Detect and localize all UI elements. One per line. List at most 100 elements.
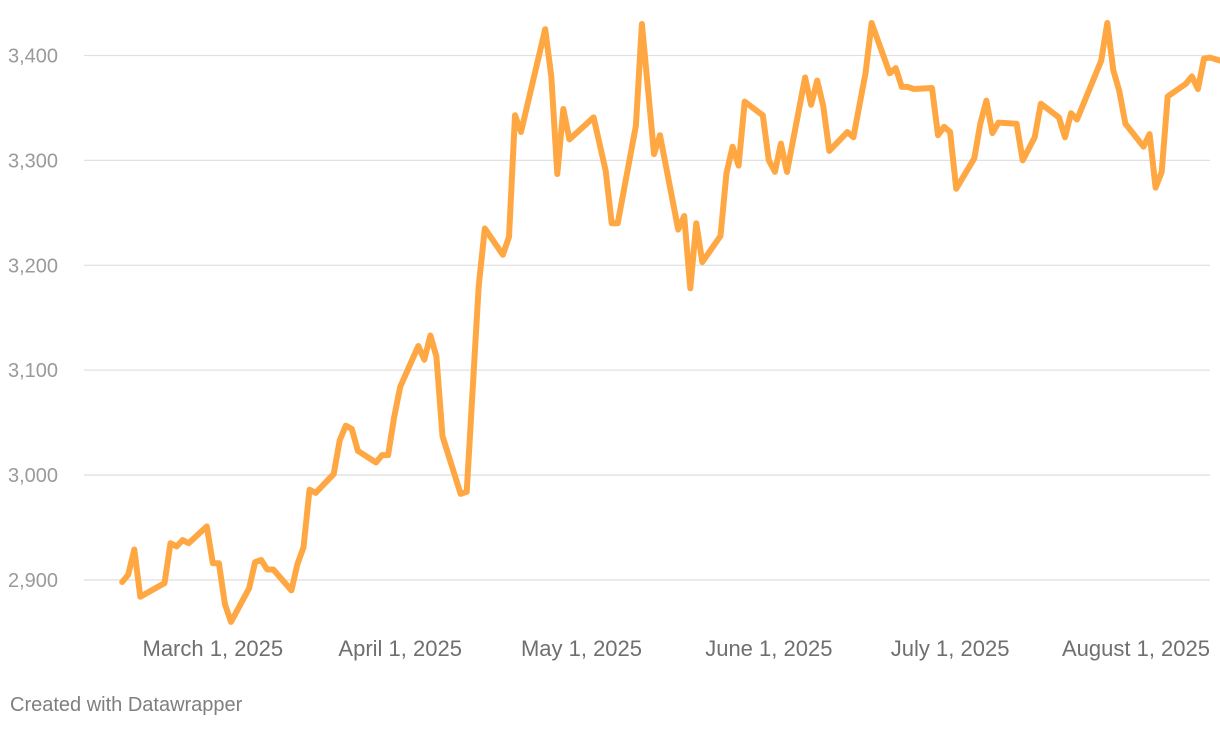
x-tick-label: May 1, 2025 xyxy=(521,636,642,661)
data-point xyxy=(313,490,319,496)
data-point xyxy=(681,213,687,219)
data-point xyxy=(433,354,439,360)
y-tick-label: 3,200 xyxy=(8,255,58,277)
data-point xyxy=(989,130,995,136)
data-point xyxy=(270,566,276,572)
data-point xyxy=(228,619,234,625)
data-point xyxy=(337,437,343,443)
x-axis-ticks: March 1, 2025 April 1, 2025 May 1, 2025 Jun… xyxy=(143,636,1210,661)
data-point xyxy=(246,585,252,591)
data-point xyxy=(343,423,349,429)
y-tick-label: 2,900 xyxy=(8,570,58,592)
data-point xyxy=(174,543,180,549)
line-chart: 2,900 3,000 3,100 3,200 3,300 3,400 March 1, … xyxy=(8,20,1220,661)
x-tick-label: August 1, 2025 xyxy=(1062,636,1210,661)
data-point xyxy=(760,112,766,118)
data-point xyxy=(1189,73,1195,79)
data-point xyxy=(905,84,911,90)
data-point xyxy=(1159,169,1165,175)
data-point xyxy=(947,129,953,135)
data-point xyxy=(373,459,379,465)
gridlines xyxy=(84,54,1210,581)
data-point xyxy=(204,523,210,529)
data-point xyxy=(953,186,959,192)
data-point xyxy=(379,452,385,458)
data-point xyxy=(887,70,893,76)
data-point xyxy=(518,129,524,135)
data-point xyxy=(802,74,808,80)
data-point xyxy=(294,561,300,567)
data-point xyxy=(844,129,850,135)
data-point xyxy=(137,594,143,600)
data-point xyxy=(1110,67,1116,73)
data-point xyxy=(161,580,167,586)
data-point xyxy=(216,560,222,566)
data-point xyxy=(977,121,983,127)
x-tick-label: July 1, 2025 xyxy=(891,636,1010,661)
data-point xyxy=(693,220,699,226)
y-axis-ticks: 2,900 3,000 3,100 3,200 3,300 3,400 xyxy=(8,45,58,591)
data-point xyxy=(995,120,1001,126)
data-point xyxy=(1183,81,1189,87)
data-point xyxy=(180,537,186,543)
data-point xyxy=(548,73,554,79)
series-layer xyxy=(119,20,1220,625)
x-tick-label: April 1, 2025 xyxy=(338,636,462,661)
series-line xyxy=(119,20,1220,625)
data-point xyxy=(331,471,337,477)
data-point xyxy=(506,234,512,240)
data-point xyxy=(1098,58,1104,64)
data-point xyxy=(730,144,736,150)
data-point xyxy=(850,134,856,140)
data-point xyxy=(1195,86,1201,92)
data-point xyxy=(415,343,421,349)
data-point xyxy=(427,333,433,339)
data-point xyxy=(899,84,905,90)
data-point xyxy=(512,112,518,118)
data-point xyxy=(222,601,228,607)
data-point xyxy=(687,285,693,291)
data-point xyxy=(645,86,651,92)
data-point xyxy=(766,157,772,163)
y-tick-label: 3,400 xyxy=(8,45,58,67)
data-point xyxy=(1201,56,1207,62)
data-point xyxy=(1056,114,1062,120)
data-point xyxy=(349,426,355,432)
data-point xyxy=(307,487,313,493)
data-point xyxy=(724,170,730,176)
data-point xyxy=(675,227,681,233)
data-point xyxy=(717,233,723,239)
data-point xyxy=(863,70,869,76)
data-point xyxy=(391,414,397,420)
data-point xyxy=(1153,185,1159,191)
data-point xyxy=(911,86,917,92)
data-point xyxy=(639,21,645,27)
data-point xyxy=(355,448,361,454)
data-point xyxy=(258,557,264,563)
data-point xyxy=(893,65,899,71)
data-point xyxy=(119,579,125,585)
data-point xyxy=(1147,131,1153,137)
data-point xyxy=(1122,121,1128,127)
data-point xyxy=(1038,101,1044,107)
data-point xyxy=(542,26,548,32)
data-point xyxy=(397,384,403,390)
data-point xyxy=(168,540,174,546)
data-point xyxy=(983,98,989,104)
data-point xyxy=(482,226,488,232)
data-point xyxy=(772,169,778,175)
data-point xyxy=(1020,157,1026,163)
data-point xyxy=(826,148,832,154)
data-point xyxy=(1165,93,1171,99)
data-point xyxy=(252,559,258,565)
data-point xyxy=(210,560,216,566)
data-point xyxy=(699,259,705,265)
y-tick-label: 3,300 xyxy=(8,150,58,172)
credit-text: Created with Datawrapper xyxy=(10,694,243,716)
data-point xyxy=(1207,55,1213,61)
data-point xyxy=(439,433,445,439)
data-point xyxy=(264,566,270,572)
data-point xyxy=(736,163,742,169)
data-point xyxy=(1116,88,1122,94)
data-point xyxy=(1141,144,1147,150)
